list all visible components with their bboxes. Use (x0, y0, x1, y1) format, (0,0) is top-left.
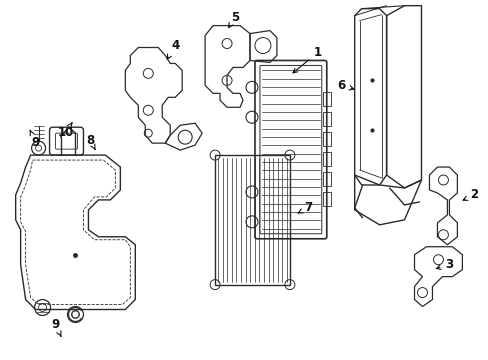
Bar (322, 132, 330, 146)
Bar (322, 152, 330, 166)
Text: 4: 4 (167, 39, 179, 59)
Text: 10: 10 (57, 123, 74, 139)
Bar (322, 92, 330, 106)
Text: 3: 3 (435, 258, 452, 271)
Text: 2: 2 (462, 188, 477, 202)
Text: 9: 9 (30, 130, 40, 149)
Bar (215, 155, 289, 285)
Bar (322, 112, 330, 126)
Text: 5: 5 (228, 11, 239, 28)
Bar (322, 172, 330, 186)
Text: 9: 9 (51, 318, 61, 336)
Text: 6: 6 (337, 79, 353, 92)
Bar (322, 192, 330, 206)
Text: 8: 8 (86, 134, 95, 149)
Text: 1: 1 (292, 46, 321, 73)
Text: 7: 7 (298, 201, 311, 215)
